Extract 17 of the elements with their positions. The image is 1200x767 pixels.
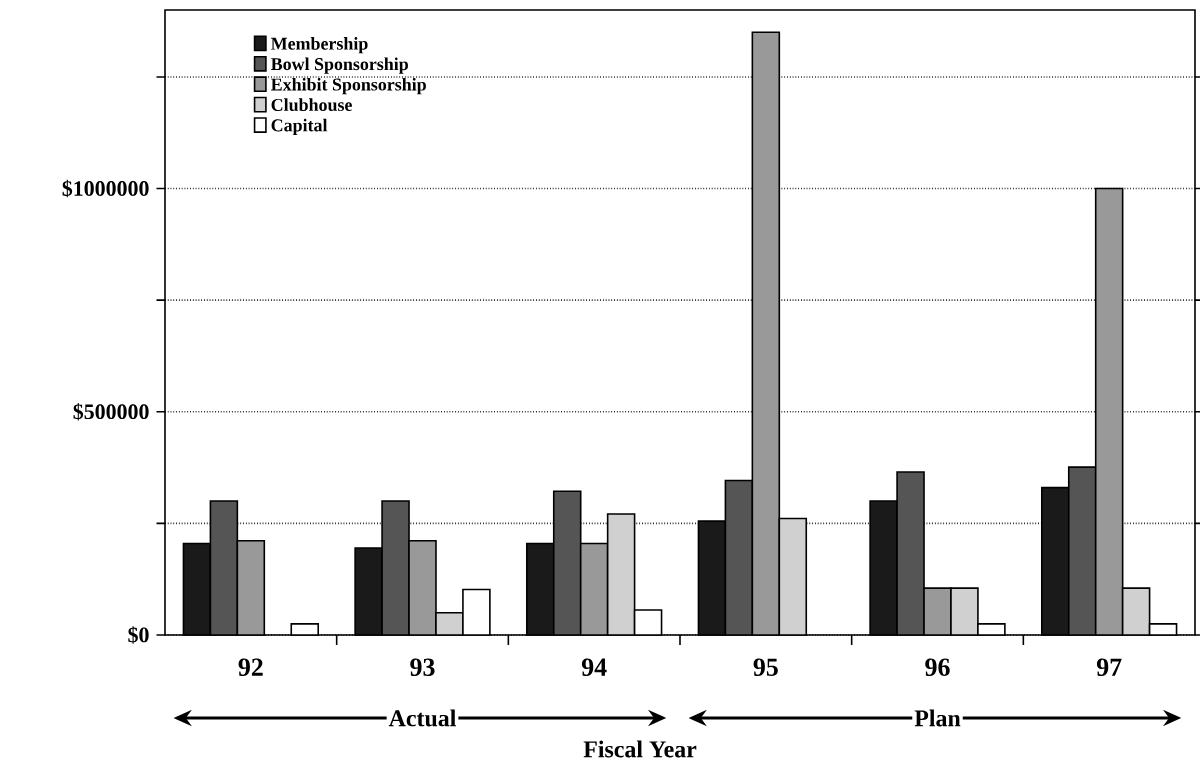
legend-label: Membership [271, 37, 368, 54]
legend-label: Clubhouse [271, 98, 352, 112]
x-tick-label: 96 [925, 658, 950, 676]
y-tick-label: $500000 [73, 403, 149, 421]
legend-label: Bowl Sponsorship [271, 57, 408, 74]
text: Plan [914, 709, 961, 727]
legend-label: Capital [271, 118, 328, 136]
x-tick-label: 94 [581, 658, 607, 676]
text: Actual [388, 709, 456, 727]
x-axis-title: Fiscal Year [583, 740, 697, 758]
legend-label: Exhibit Sponsorship [271, 77, 426, 95]
y-tick-label: $1000000 [62, 179, 149, 198]
x-tick-label: 92 [238, 658, 263, 676]
y-tick-label: $0 [128, 626, 149, 644]
x-tick-label: 97 [1096, 658, 1122, 676]
x-tick-label: 95 [753, 658, 778, 676]
x-tick-label: 93 [410, 658, 435, 676]
